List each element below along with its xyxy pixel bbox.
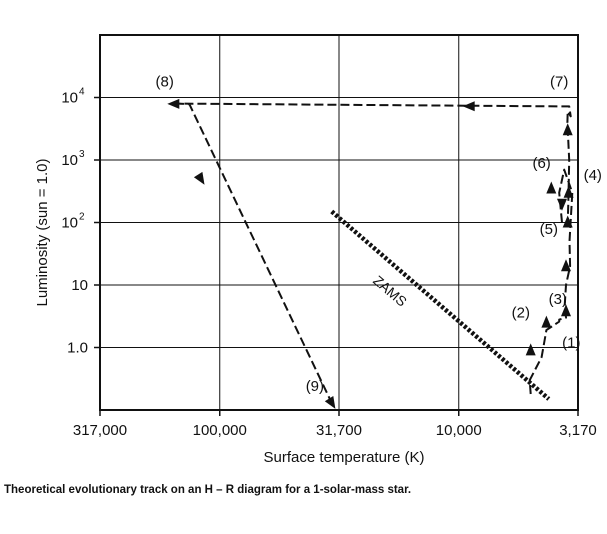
stage-label: (7): [550, 73, 568, 90]
stage-label: (2): [512, 305, 530, 322]
track-arrow: [561, 304, 571, 317]
y-tick-label: 10: [61, 215, 78, 232]
stage-label: (8): [156, 73, 174, 90]
y-tick-label: 10: [61, 152, 78, 169]
track-arrow: [562, 215, 573, 228]
y-tick-label: 10: [61, 90, 78, 107]
y-axis-label: Luminosity (sun = 1.0): [34, 159, 51, 307]
zams-line: [330, 209, 551, 401]
y-tick-exponent: 4: [79, 87, 85, 98]
stage-label: (5): [540, 221, 558, 238]
y-tick-exponent: 3: [79, 149, 85, 160]
x-tick-label: 317,000: [73, 422, 127, 439]
y-tick-label: 1.0: [67, 340, 88, 357]
track-arrow: [462, 101, 475, 112]
track-arrow: [546, 181, 557, 194]
stage-label: (3): [549, 291, 567, 308]
y-tick-label: 10: [71, 277, 88, 294]
x-tick-label: 10,000: [436, 422, 482, 439]
track-arrow: [562, 123, 573, 136]
track-arrow: [557, 198, 567, 211]
track-arrow: [525, 343, 536, 356]
stage-label: (9): [306, 378, 324, 395]
stage-labels: (1) (2) (3) (4) (5) (6) (7) (8) (9): [156, 73, 602, 395]
zams-label: ZAMS: [370, 272, 410, 310]
stage-label: (1): [562, 335, 580, 352]
x-tick-label: 31,700: [316, 422, 362, 439]
grid: [100, 35, 578, 410]
stage-label: (4): [584, 167, 602, 184]
track-arrow: [563, 185, 574, 198]
x-axis-label: Surface temperature (K): [264, 449, 425, 466]
evolution-track: [176, 102, 574, 404]
track-arrow: [324, 396, 336, 409]
y-tick-exponent: 2: [79, 212, 85, 223]
track-arrows: [167, 98, 574, 409]
stage-label: (6): [532, 155, 550, 172]
zams-dotted-line: [330, 209, 551, 401]
track-arrow: [561, 259, 571, 272]
track-line: [176, 102, 574, 404]
figure-caption: Theoretical evolutionary track on an H –…: [4, 484, 412, 496]
track-arrow: [167, 98, 180, 109]
x-tick-label: 100,000: [193, 422, 247, 439]
track-arrow: [541, 315, 552, 328]
track-arrow: [193, 171, 205, 185]
x-tick-label: 3,170: [559, 422, 597, 439]
